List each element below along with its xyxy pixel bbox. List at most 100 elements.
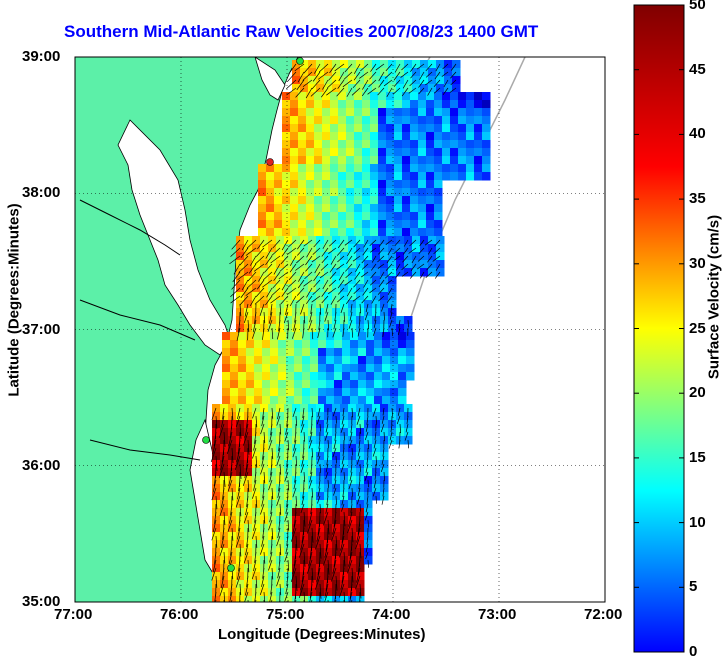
- velocity-cell: [322, 220, 331, 229]
- velocity-cell: [388, 76, 397, 85]
- velocity-cell: [426, 140, 435, 149]
- velocity-cell: [394, 132, 403, 141]
- velocity-cell: [258, 188, 267, 197]
- y-tick-label: 38:00: [22, 184, 60, 201]
- velocity-cell: [426, 220, 435, 229]
- velocity-cell: [334, 372, 343, 381]
- velocity-cell: [254, 356, 263, 365]
- velocity-cell: [274, 212, 283, 221]
- velocity-cell: [274, 180, 283, 189]
- velocity-cell: [274, 172, 283, 181]
- velocity-cell: [402, 124, 411, 133]
- velocity-cell: [418, 212, 427, 221]
- velocity-cell: [282, 188, 291, 197]
- velocity-cell: [350, 332, 359, 341]
- velocity-cell: [346, 124, 355, 133]
- velocity-cell: [314, 132, 323, 141]
- velocity-cell: [342, 372, 351, 381]
- velocity-cell: [402, 204, 411, 213]
- velocity-cell: [346, 196, 355, 205]
- velocity-cell: [452, 84, 461, 93]
- velocity-cell: [364, 68, 373, 77]
- velocity-cell: [482, 156, 491, 165]
- velocity-cell: [330, 172, 339, 181]
- velocity-cell: [318, 356, 327, 365]
- velocity-cell: [458, 100, 467, 109]
- velocity-cell: [306, 220, 315, 229]
- velocity-cell: [370, 140, 379, 149]
- velocity-cell: [270, 356, 279, 365]
- velocity-cell: [230, 380, 239, 389]
- velocity-cell: [410, 196, 419, 205]
- velocity-cell: [322, 188, 331, 197]
- velocity-cell: [426, 196, 435, 205]
- velocity-cell: [282, 100, 291, 109]
- velocity-cell: [306, 172, 315, 181]
- velocity-cell: [410, 156, 419, 165]
- velocity-cell: [314, 148, 323, 157]
- velocity-cell: [394, 92, 403, 101]
- velocity-cell: [428, 236, 437, 245]
- velocity-cell: [362, 172, 371, 181]
- velocity-cell: [404, 60, 413, 69]
- velocity-cell: [410, 92, 419, 101]
- velocity-cell: [474, 148, 483, 157]
- velocity-cell: [290, 108, 299, 117]
- velocity-cell: [370, 188, 379, 197]
- velocity-cell: [366, 380, 375, 389]
- velocity-cell: [306, 116, 315, 125]
- velocity-cell: [350, 396, 359, 405]
- velocity-cell: [466, 148, 475, 157]
- velocity-cell: [358, 340, 367, 349]
- velocity-cell: [402, 132, 411, 141]
- velocity-cell: [340, 292, 349, 301]
- velocity-cell: [292, 284, 301, 293]
- velocity-cell: [380, 292, 389, 301]
- velocity-cell: [246, 372, 255, 381]
- velocity-cell: [426, 100, 435, 109]
- velocity-cell: [418, 132, 427, 141]
- velocity-cell: [402, 156, 411, 165]
- velocity-cell: [418, 124, 427, 133]
- velocity-cell: [322, 132, 331, 141]
- velocity-cell: [362, 148, 371, 157]
- velocity-cell: [302, 396, 311, 405]
- velocity-cell: [290, 124, 299, 133]
- velocity-cell: [330, 156, 339, 165]
- velocity-cell: [302, 388, 311, 397]
- velocity-cell: [434, 196, 443, 205]
- velocity-cell: [420, 60, 429, 69]
- velocity-cell: [290, 92, 299, 101]
- velocity-cell: [310, 332, 319, 341]
- velocity-cell: [442, 132, 451, 141]
- velocity-cell: [292, 84, 301, 93]
- velocity-cell: [362, 156, 371, 165]
- velocity-cell: [318, 332, 327, 341]
- velocity-cell: [458, 124, 467, 133]
- velocity-cell: [382, 396, 391, 405]
- velocity-cell: [378, 212, 387, 221]
- velocity-cell: [346, 212, 355, 221]
- velocity-cell: [290, 220, 299, 229]
- velocity-cell: [338, 164, 347, 173]
- velocity-cell: [338, 228, 347, 237]
- velocity-cell: [350, 356, 359, 365]
- velocity-cell: [222, 332, 231, 341]
- velocity-cell: [330, 228, 339, 237]
- velocity-cell: [466, 164, 475, 173]
- velocity-cell: [402, 220, 411, 229]
- velocity-cell: [314, 172, 323, 181]
- velocity-cell: [436, 252, 445, 261]
- velocity-cell: [282, 140, 291, 149]
- velocity-cell: [434, 140, 443, 149]
- velocity-cell: [262, 380, 271, 389]
- velocity-cell: [418, 116, 427, 125]
- velocity-cell: [410, 108, 419, 117]
- velocity-cell: [298, 220, 307, 229]
- velocity-cell: [362, 188, 371, 197]
- velocity-cell: [268, 276, 277, 285]
- velocity-cell: [474, 156, 483, 165]
- velocity-cell: [372, 236, 381, 245]
- velocity-cell: [318, 348, 327, 357]
- velocity-cell: [378, 108, 387, 117]
